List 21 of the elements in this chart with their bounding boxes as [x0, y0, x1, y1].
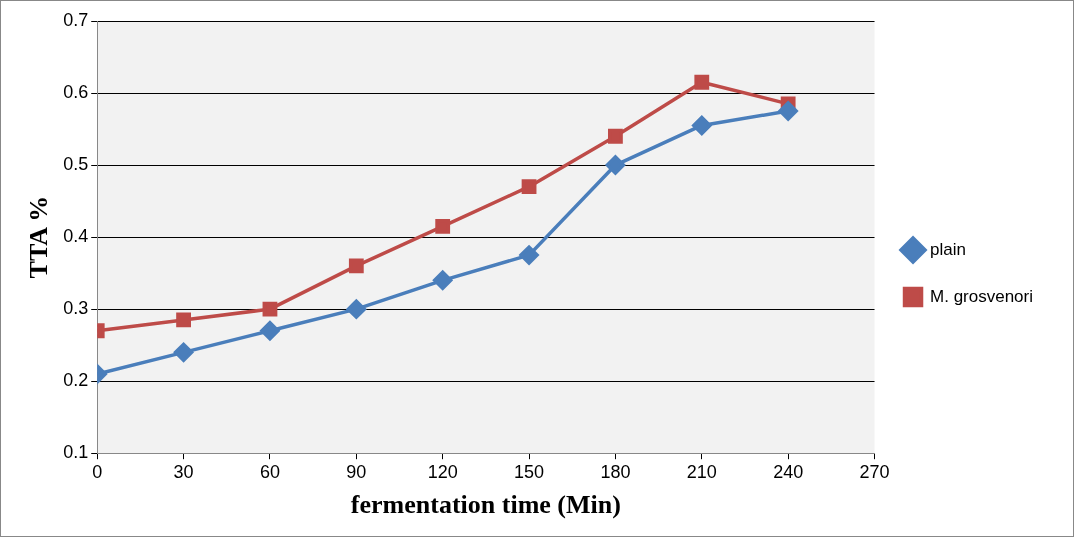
legend-label: M. grosvenori: [930, 286, 1033, 306]
x-tick-label: 60: [259, 461, 280, 482]
x-tick-label: 210: [686, 461, 717, 482]
x-tick-label: 30: [173, 461, 194, 482]
x-tick-label: 270: [859, 461, 890, 482]
x-tick-label: 150: [514, 461, 545, 482]
y-axis-title: TTA %: [24, 195, 54, 279]
legend-label: plain: [930, 239, 966, 259]
y-tick-label: 0.4: [63, 226, 89, 247]
x-axis-title: fermentation time (Min): [350, 490, 621, 520]
y-tick-label: 0.7: [63, 9, 89, 30]
x-tick-label: 120: [427, 461, 458, 482]
x-tick-label: 90: [346, 461, 367, 482]
y-tick-label: 0.1: [63, 442, 89, 463]
y-tick-label: 0.5: [63, 154, 89, 175]
y-tick-label: 0.2: [63, 370, 89, 391]
x-tick-label: 240: [773, 461, 804, 482]
x-tick-label: 0: [92, 461, 103, 482]
x-tick-label: 180: [600, 461, 631, 482]
y-tick-label: 0.6: [63, 82, 89, 102]
y-tick-label: 0.3: [63, 298, 89, 319]
